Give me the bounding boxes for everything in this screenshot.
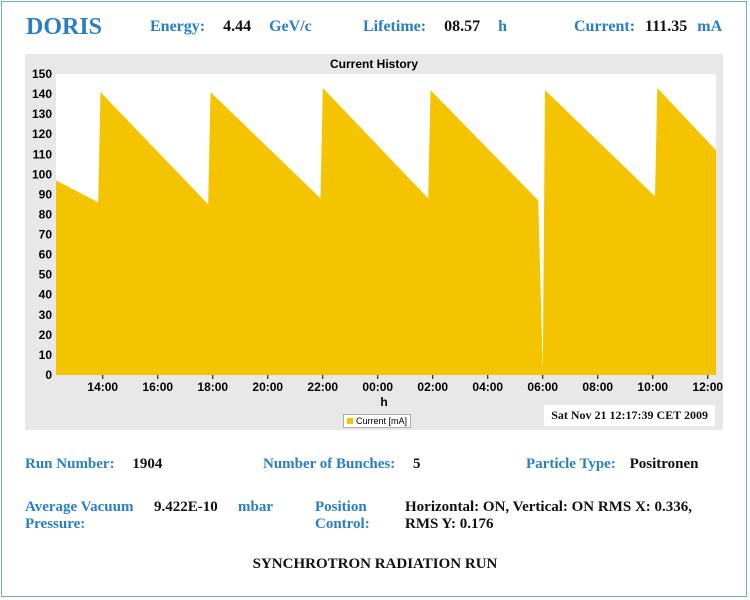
chart-title: Current History — [330, 57, 418, 71]
app-title: DORIS — [26, 14, 103, 40]
y-tick-label: 90 — [39, 187, 53, 201]
y-tick-label: 80 — [39, 207, 53, 221]
particle-type-value: Positronen — [629, 456, 699, 472]
particle-type-label: Particle Type: — [526, 456, 616, 472]
y-tick-label: 60 — [39, 248, 53, 262]
y-tick-label: 50 — [39, 268, 53, 282]
x-tick-label: 10:00 — [637, 380, 668, 394]
x-tick-label: 00:00 — [362, 380, 393, 394]
bunches-label: Number of Bunches: — [263, 456, 396, 472]
current-series-area — [56, 88, 716, 375]
current-history-chart: Current History 0 10 20 30 40 50 60 70 80 90 100 11… — [25, 54, 723, 430]
lifetime-readout: Lifetime: 08.57 h — [363, 18, 507, 36]
position-value-line2: RMS Y: 0.176 — [405, 516, 494, 532]
run-number-value: 1904 — [132, 456, 163, 472]
y-tick-label: 130 — [32, 107, 52, 121]
current-unit: mA — [697, 18, 723, 35]
particle-type: Particle Type: Positronen — [526, 456, 699, 473]
vacuum-label: Average Vacuum Pressure: — [25, 499, 133, 533]
bunches: Number of Bunches: 5 — [263, 456, 420, 473]
x-axis-label: h — [380, 395, 387, 409]
current-label: Current: — [574, 18, 636, 35]
energy-unit: GeV/c — [269, 18, 312, 35]
position-label-line2: Control: — [315, 516, 370, 532]
chart-legend: Current [mA] — [343, 414, 412, 428]
vacuum-label-line1: Average Vacuum — [25, 499, 134, 515]
y-tick-label: 20 — [39, 328, 53, 342]
x-tick-label: 02:00 — [417, 380, 448, 394]
x-tick-label: 22:00 — [307, 380, 338, 394]
x-tick-label: 06:00 — [527, 380, 558, 394]
position-control-value: Horizontal: ON, Vertical: ON RMS X: 0.33… — [405, 499, 692, 533]
x-tick-label: 18:00 — [197, 380, 228, 394]
y-tick-label: 0 — [45, 368, 52, 382]
energy-readout: Energy: 4.44 GeV/c — [150, 18, 312, 36]
current-value: 111.35 — [645, 18, 688, 35]
y-tick-label: 10 — [39, 348, 53, 362]
y-tick-label: 100 — [32, 167, 52, 181]
y-axis: 0 10 20 30 40 50 60 70 80 90 100 110 120 130 140 150 — [32, 67, 52, 382]
legend-swatch — [347, 418, 353, 424]
legend-label: Current [mA] — [356, 416, 408, 426]
vacuum-label-line2: Pressure: — [25, 516, 86, 532]
x-tick-label: 04:00 — [472, 380, 503, 394]
x-tick-label: 08:00 — [582, 380, 613, 394]
run-number: Run Number: 1904 — [25, 456, 162, 473]
energy-value: 4.44 — [223, 18, 252, 35]
energy-label: Energy: — [150, 18, 206, 35]
lifetime-value: 08.57 — [444, 18, 481, 35]
y-tick-label: 40 — [39, 288, 53, 302]
position-label-line1: Position — [315, 499, 367, 515]
position-control-label: Position Control: — [315, 499, 370, 533]
position-value-line1: Horizontal: ON, Vertical: ON RMS X: 0.33… — [405, 499, 693, 515]
chart-canvas: Current History 0 10 20 30 40 50 60 70 80 90 100 11… — [32, 57, 723, 409]
y-tick-label: 30 — [39, 308, 53, 322]
vacuum-value: 9.422E-10 — [154, 499, 218, 515]
x-axis: 14:00 16:00 18:00 20:00 22:00 00:00 02:00 04:00… — [87, 375, 723, 394]
current-readout: Current: 111.35 mA — [574, 18, 722, 36]
y-tick-label: 150 — [32, 67, 52, 81]
x-tick-label: 20:00 — [252, 380, 283, 394]
x-tick-label: 12:00 — [692, 380, 723, 394]
y-tick-label: 140 — [32, 87, 52, 101]
run-number-label: Run Number: — [25, 456, 115, 472]
bunches-value: 5 — [412, 456, 421, 472]
y-tick-label: 110 — [33, 147, 53, 161]
x-tick-label: 14:00 — [87, 380, 118, 394]
lifetime-unit: h — [498, 18, 507, 35]
chart-timestamp: Sat Nov 21 12:17:39 CET 2009 — [544, 405, 715, 426]
x-tick-label: 16:00 — [142, 380, 173, 394]
y-tick-label: 70 — [39, 228, 53, 242]
y-tick-label: 120 — [32, 127, 52, 141]
lifetime-label: Lifetime: — [363, 18, 427, 35]
vacuum-unit: mbar — [238, 499, 273, 515]
run-mode-banner: SYNCHROTRON RADIATION RUN — [252, 556, 498, 572]
